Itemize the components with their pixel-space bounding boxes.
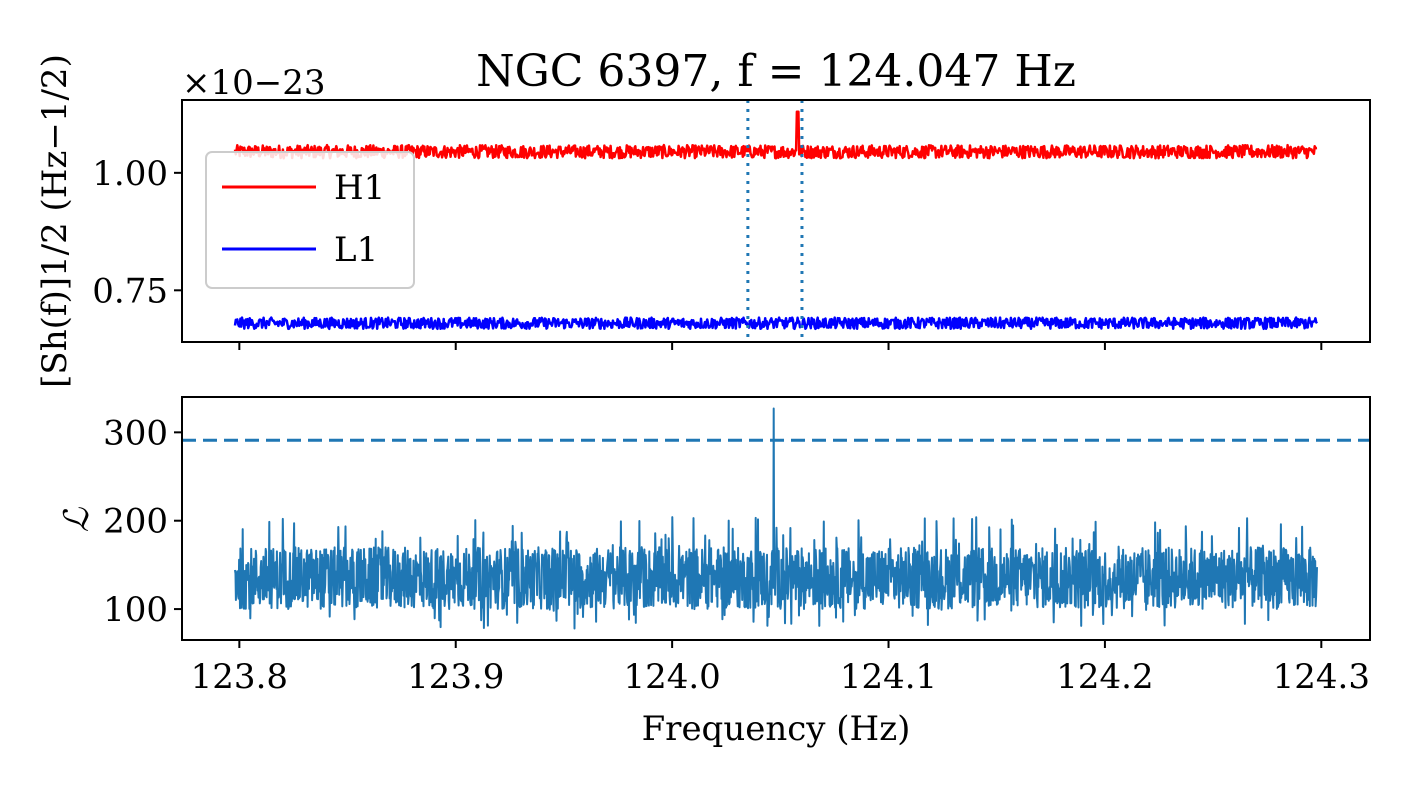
top-panel: ×10−23 0.75 1.00 [Sh(f)]1/2 (Hz−1/2) H1 L… — [35, 54, 1371, 388]
bottom-y-tick-label: 300 — [103, 413, 168, 453]
bottom-ticks: 100 200 300 123.8 123.9 124.0 124.1 124.2 124.3 — [103, 413, 1370, 697]
x-tick-label: 124.0 — [623, 657, 720, 697]
top-axes-frame — [181, 99, 1371, 343]
top-y-tick-label: 0.75 — [92, 271, 168, 311]
x-tick-label: 124.3 — [1273, 657, 1370, 697]
x-tick-label: 123.8 — [191, 657, 288, 697]
bottom-plot-area — [182, 407, 1370, 630]
offset-text: ×10−23 — [182, 63, 326, 103]
top-plot-area — [233, 100, 1319, 342]
top-ticks: 0.75 1.00 — [92, 154, 1323, 350]
x-tick-label: 124.2 — [1056, 657, 1153, 697]
series-line-h1 — [233, 110, 1318, 160]
legend-label-l1: L1 — [334, 230, 378, 270]
series-line-l1 — [233, 316, 1319, 331]
bottom-axes-frame — [181, 396, 1371, 641]
x-tick-label: 123.9 — [407, 657, 504, 697]
x-axis-label: Frequency (Hz) — [642, 709, 911, 749]
series-line-likelihood — [234, 407, 1318, 630]
bottom-y-tick-label: 200 — [103, 502, 168, 542]
top-y-axis-label: [Sh(f)]1/2 (Hz−1/2) — [35, 54, 75, 388]
chart-title: NGC 6397, f = 124.047 Hz — [476, 46, 1076, 97]
x-tick-label: 124.1 — [840, 657, 937, 697]
top-y-tick-label: 1.00 — [92, 154, 168, 194]
legend: H1 L1 — [205, 151, 415, 289]
bottom-y-axis-label: ℒ — [57, 506, 97, 532]
legend-label-h1: H1 — [334, 168, 385, 208]
bottom-y-tick-label: 100 — [103, 590, 168, 630]
